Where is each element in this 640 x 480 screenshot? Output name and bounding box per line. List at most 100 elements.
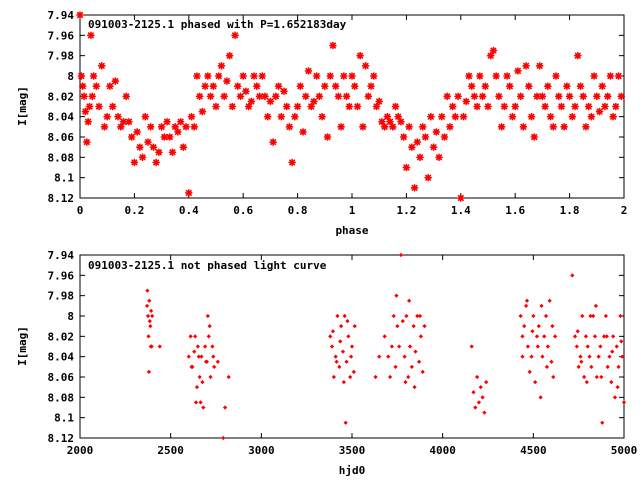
- x-tick-label: 2000: [67, 444, 94, 457]
- y-tick-label: 8.02: [48, 90, 75, 103]
- data-point: [518, 313, 523, 319]
- data-point: [535, 62, 544, 70]
- data-point: [190, 123, 199, 131]
- data-point: [462, 97, 471, 106]
- data-point: [212, 102, 220, 111]
- data-point: [609, 379, 614, 385]
- y-tick-label: 7.96: [48, 29, 75, 42]
- data-point: [320, 82, 329, 90]
- y-tick-label: 8.04: [48, 111, 75, 124]
- data-point: [516, 92, 525, 101]
- data-point: [557, 102, 566, 111]
- data-point: [605, 364, 610, 369]
- chart-title: 091003-2125.1 not phased light curve: [88, 259, 327, 272]
- data-point: [527, 112, 536, 121]
- data-point: [538, 395, 543, 400]
- data-point: [122, 92, 131, 101]
- data-point: [348, 354, 354, 359]
- data-point: [152, 158, 160, 167]
- data-point: [212, 364, 217, 369]
- data-point: [576, 364, 581, 369]
- data-point: [200, 379, 205, 385]
- data-point: [342, 313, 347, 319]
- data-point: [422, 324, 427, 329]
- data-point: [527, 369, 532, 375]
- data-point: [127, 133, 136, 141]
- data-point: [435, 153, 443, 162]
- x-tick-label: 3500: [339, 444, 366, 457]
- data-point: [482, 410, 487, 415]
- data-point: [130, 158, 139, 167]
- y-tick-label: 8: [67, 70, 74, 83]
- data-point: [523, 303, 529, 308]
- data-point: [511, 102, 520, 111]
- data-point: [247, 97, 256, 106]
- data-point: [580, 313, 585, 319]
- data-point: [391, 102, 400, 111]
- data-point: [594, 374, 599, 380]
- data-point: [344, 359, 349, 364]
- data-point: [533, 379, 538, 385]
- data-point: [432, 128, 441, 136]
- data-point: [456, 194, 465, 202]
- data-point: [524, 298, 530, 303]
- data-point: [231, 31, 239, 40]
- data-point: [253, 82, 261, 90]
- data-point: [584, 102, 593, 111]
- data-point: [386, 117, 394, 126]
- data-point: [163, 117, 171, 126]
- data-point: [334, 92, 343, 101]
- data-point: [326, 72, 335, 80]
- data-point: [198, 400, 203, 405]
- data-point: [329, 41, 337, 50]
- data-point: [437, 112, 446, 121]
- data-point: [550, 324, 555, 329]
- data-point: [195, 92, 204, 101]
- data-point: [387, 374, 393, 380]
- data-point: [146, 334, 151, 339]
- data-point: [141, 112, 150, 121]
- data-point: [427, 112, 435, 121]
- y-axis-title: I[mag]: [16, 326, 29, 366]
- data-point: [350, 82, 359, 90]
- data-point: [349, 344, 355, 349]
- data-point: [386, 354, 391, 359]
- data-point: [614, 72, 623, 80]
- data-point: [573, 51, 582, 60]
- data-point: [92, 82, 101, 90]
- x-tick-label: 0: [77, 204, 84, 217]
- y-tick-label: 8.08: [48, 391, 75, 404]
- data-point: [189, 364, 194, 369]
- data-point: [330, 329, 336, 334]
- x-tick-label: 0.2: [124, 204, 144, 217]
- data-point: [530, 329, 535, 334]
- data-point: [193, 334, 198, 339]
- data-point: [615, 385, 620, 390]
- data-point: [545, 344, 550, 349]
- data-point: [603, 92, 612, 101]
- data-point: [266, 97, 275, 106]
- data-point: [203, 359, 209, 364]
- y-tick-label: 7.96: [48, 269, 75, 282]
- data-point: [338, 324, 344, 329]
- data-point: [343, 420, 348, 425]
- data-point: [534, 334, 540, 339]
- data-point: [201, 405, 206, 410]
- data-point: [83, 138, 91, 146]
- data-point: [194, 385, 200, 390]
- data-point: [411, 324, 416, 329]
- data-points: [144, 252, 627, 441]
- data-point: [406, 374, 411, 380]
- data-point: [174, 128, 182, 136]
- data-point: [186, 354, 191, 359]
- y-tick-label: 7.94: [48, 9, 75, 22]
- data-point: [525, 344, 531, 349]
- data-point: [103, 112, 111, 121]
- data-point: [522, 62, 530, 70]
- y-tick-label: 8.08: [48, 151, 75, 164]
- data-point: [418, 334, 424, 339]
- data-point: [588, 313, 593, 319]
- data-point: [348, 374, 353, 380]
- data-point: [157, 123, 166, 131]
- data-point: [568, 112, 577, 121]
